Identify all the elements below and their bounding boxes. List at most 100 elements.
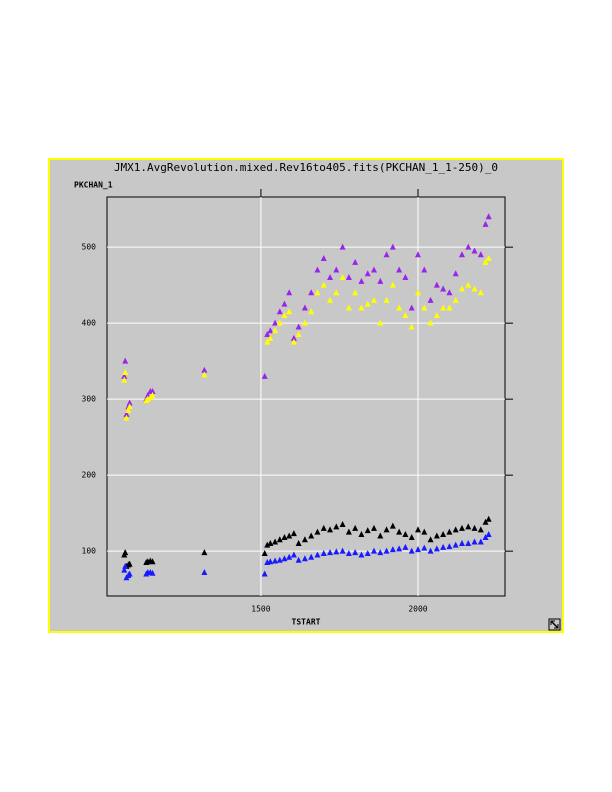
point: [471, 285, 478, 292]
point: [377, 319, 384, 326]
point: [402, 274, 409, 281]
point: [408, 304, 415, 311]
point: [295, 323, 302, 330]
point: [352, 258, 359, 265]
point: [345, 549, 352, 556]
point: [261, 570, 268, 577]
point: [333, 266, 340, 273]
point: [383, 547, 390, 554]
point: [125, 407, 132, 414]
point: [421, 266, 428, 273]
point: [358, 277, 365, 284]
point: [333, 548, 340, 555]
point: [377, 532, 384, 539]
point: [286, 289, 293, 296]
point: [371, 266, 378, 273]
point: [485, 213, 492, 220]
point: [377, 549, 384, 556]
point: [402, 312, 409, 319]
point: [267, 540, 274, 547]
point: [281, 300, 288, 307]
point: [458, 540, 465, 547]
point: [440, 285, 447, 292]
point: [333, 289, 340, 296]
point: [440, 543, 447, 550]
point: [122, 562, 129, 569]
point: [389, 546, 396, 553]
point: [482, 220, 489, 227]
point: [314, 528, 321, 535]
point: [402, 530, 409, 537]
point: [339, 547, 346, 554]
point: [433, 312, 440, 319]
point: [308, 289, 315, 296]
point: [320, 524, 327, 531]
point: [485, 515, 492, 522]
point: [389, 281, 396, 288]
point: [433, 532, 440, 539]
point: [352, 549, 359, 556]
point: [286, 553, 293, 560]
x-tick-label: 1500: [251, 605, 270, 614]
point: [465, 243, 472, 250]
point: [339, 243, 346, 250]
point: [261, 549, 268, 556]
point: [264, 541, 271, 548]
y-tick-label: 400: [82, 319, 97, 328]
point: [345, 274, 352, 281]
resize-icon[interactable]: [548, 618, 561, 631]
point: [371, 524, 378, 531]
point: [314, 289, 321, 296]
point: [358, 551, 365, 558]
point: [314, 551, 321, 558]
point: [308, 532, 315, 539]
point: [482, 258, 489, 265]
chart-title: JMX1.AvgRevolution.mixed.Rev16to405.fits…: [114, 161, 498, 174]
point: [458, 251, 465, 258]
point: [408, 533, 415, 540]
point: [471, 247, 478, 254]
y-tick-label: 300: [82, 395, 97, 404]
point: [446, 304, 453, 311]
point: [452, 296, 459, 303]
point: [389, 522, 396, 529]
point: [477, 289, 484, 296]
point: [414, 526, 421, 533]
point: [345, 528, 352, 535]
point: [327, 549, 334, 556]
point: [267, 334, 274, 341]
point: [281, 533, 288, 540]
point: [320, 281, 327, 288]
point: [286, 532, 293, 539]
point: [352, 524, 359, 531]
point: [452, 526, 459, 533]
point: [149, 388, 156, 395]
point: [264, 331, 271, 338]
point: [201, 371, 208, 378]
point: [123, 414, 130, 421]
point: [345, 304, 352, 311]
point: [477, 538, 484, 545]
point: [122, 549, 129, 556]
point: [301, 319, 308, 326]
point: [320, 255, 327, 262]
point: [482, 533, 489, 540]
point: [482, 518, 489, 525]
point: [122, 357, 129, 364]
point: [286, 308, 293, 315]
x-axis-label: TSTART: [292, 618, 321, 627]
point: [339, 521, 346, 528]
point: [414, 251, 421, 258]
point: [383, 526, 390, 533]
point: [371, 296, 378, 303]
point: [427, 536, 434, 543]
point: [458, 524, 465, 531]
point: [377, 277, 384, 284]
point: [421, 528, 428, 535]
point: [427, 296, 434, 303]
point: [261, 372, 268, 379]
point: [320, 549, 327, 556]
point: [276, 319, 283, 326]
point: [471, 524, 478, 531]
